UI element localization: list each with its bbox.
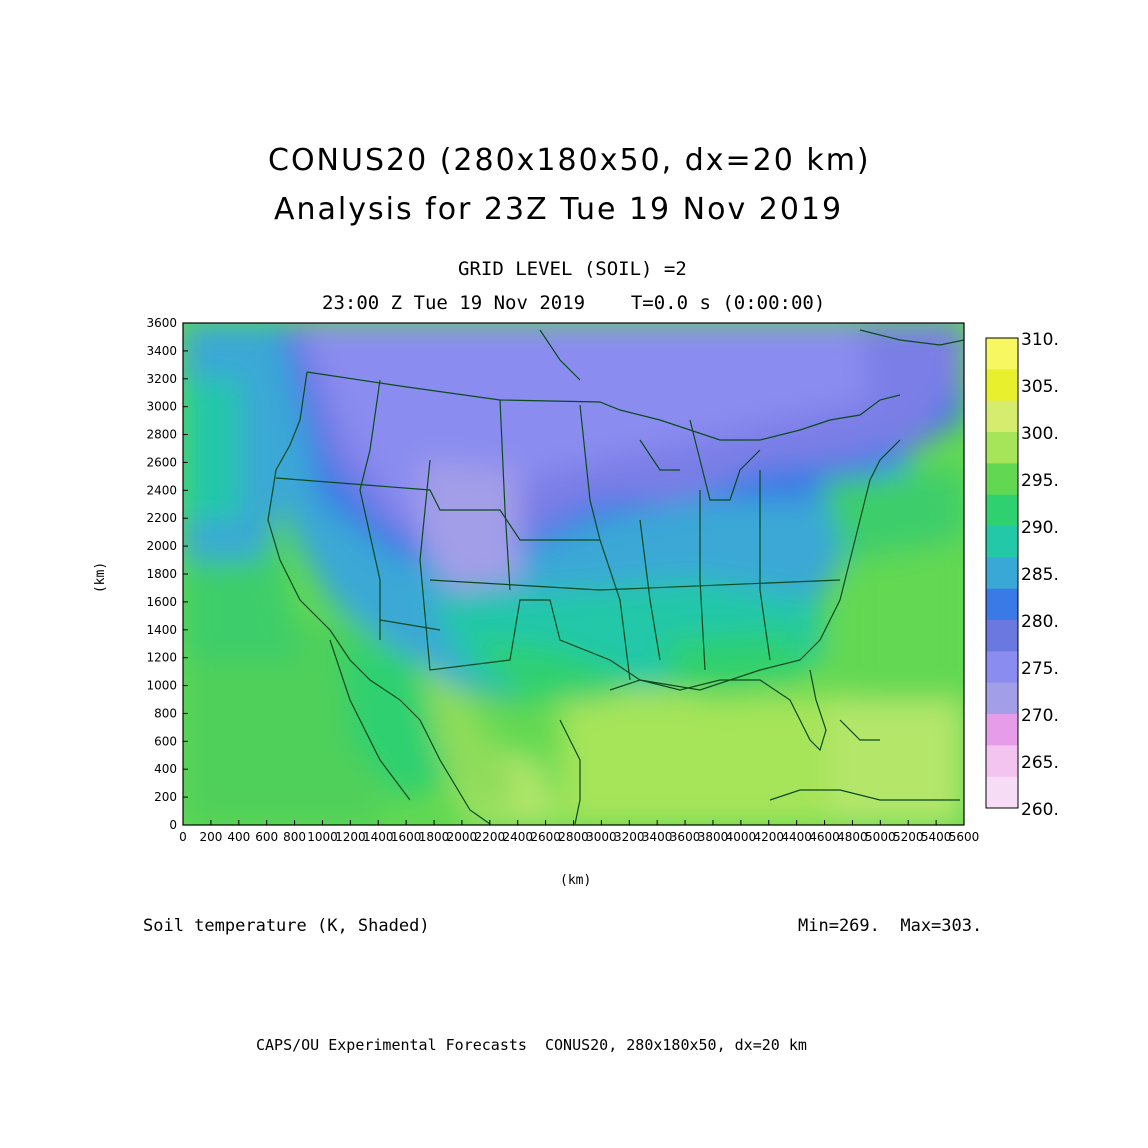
- x-tick-label: 4400: [781, 830, 812, 844]
- colorbar-swatch: [986, 651, 1018, 684]
- colorbar-swatch: [986, 588, 1018, 621]
- y-tick-label: 2600: [146, 455, 177, 469]
- min-max-label: Min=269. Max=303.: [798, 916, 983, 936]
- x-tick-label: 4200: [753, 830, 784, 844]
- y-tick-label: 3400: [146, 344, 177, 358]
- x-tick-label: 1200: [335, 830, 366, 844]
- colorbar-swatch: [986, 682, 1018, 715]
- x-tick-label: 1000: [307, 830, 338, 844]
- x-tick-label: 3400: [642, 830, 673, 844]
- colorbar-label: 260.: [1021, 800, 1059, 820]
- valid-time-label: 23:00 Z Tue 19 Nov 2019 T=0.0 s (0:00:00…: [322, 292, 826, 314]
- colorbar-swatch: [986, 432, 1018, 464]
- x-tick-label: 2000: [447, 830, 478, 844]
- colorbar-swatch: [986, 745, 1018, 778]
- x-tick-label: 5200: [893, 830, 924, 844]
- title-line-2: Analysis for 23Z Tue 19 Nov 2019: [274, 192, 844, 227]
- x-tick-label: 3800: [698, 830, 729, 844]
- x-tick-label: 5000: [865, 830, 896, 844]
- x-tick-label: 1400: [363, 830, 394, 844]
- x-tick-label: 4600: [809, 830, 840, 844]
- y-tick-label: 0: [169, 818, 177, 832]
- colorbar-swatch: [986, 369, 1018, 402]
- y-tick-label: 1400: [146, 623, 177, 637]
- y-tick-label: 2400: [146, 483, 177, 497]
- y-tick-label: 3600: [146, 316, 177, 330]
- y-tick-label: 200: [154, 790, 177, 804]
- footer-credit: CAPS/OU Experimental Forecasts CONUS20, …: [256, 1036, 807, 1054]
- axis-ticks: 0 200 400 600 800 100012001400160018002000220…: [146, 316, 979, 844]
- colorbar-label: 265.: [1021, 753, 1059, 773]
- colorbar-swatch: [986, 714, 1018, 746]
- soil-temperature-field: [183, 323, 964, 825]
- state-and-coastlines: [267, 329, 964, 825]
- colorbar-label: 295.: [1021, 471, 1059, 491]
- field-label: Soil temperature (K, Shaded): [143, 916, 430, 936]
- x-tick-label: 600: [255, 830, 278, 844]
- y-axis-label: (km): [93, 561, 109, 594]
- colorbar-swatch: [986, 526, 1018, 558]
- x-tick-label: 2400: [502, 830, 533, 844]
- x-tick-label: 400: [227, 830, 250, 844]
- x-tick-label: 800: [283, 830, 306, 844]
- title-line-1: CONUS20 (280x180x50, dx=20 km): [268, 143, 871, 178]
- x-tick-label: 4800: [837, 830, 868, 844]
- y-tick-label: 400: [154, 762, 177, 776]
- colorbar: 310. 305. 300. 295. 290. 285. 280. 275. 270. 265.…: [985, 330, 1059, 820]
- colorbar-label: 300.: [1021, 424, 1059, 444]
- y-tick-label: 3000: [146, 400, 177, 414]
- colorbar-label: 280.: [1021, 612, 1059, 632]
- x-tick-label: 1800: [419, 830, 450, 844]
- colorbar-swatch: [986, 494, 1018, 527]
- y-tick-label: 2000: [146, 539, 177, 553]
- x-tick-label: 2600: [530, 830, 561, 844]
- colorbar-swatch: [986, 338, 1018, 370]
- x-axis-label: (km): [560, 873, 592, 888]
- y-tick-label: 1200: [146, 651, 177, 665]
- x-tick-label: 1600: [391, 830, 422, 844]
- colorbar-frame: [985, 337, 1019, 809]
- colorbar-swatch: [986, 463, 1018, 496]
- x-tick-label: 2800: [558, 830, 589, 844]
- y-tick-label: 1800: [146, 567, 177, 581]
- x-tick-label: 0: [179, 830, 187, 844]
- colorbar-label: 285.: [1021, 565, 1059, 585]
- x-tick-label: 5600: [949, 830, 980, 844]
- colorbar-label: 275.: [1021, 659, 1059, 679]
- x-tick-label: 4000: [726, 830, 757, 844]
- x-tick-label: 3200: [614, 830, 645, 844]
- x-tick-label: 3600: [670, 830, 701, 844]
- y-tick-label: 1600: [146, 595, 177, 609]
- colorbar-label: 290.: [1021, 518, 1059, 538]
- y-tick-label: 2200: [146, 511, 177, 525]
- y-tick-label: 800: [154, 706, 177, 720]
- x-tick-label: 5400: [921, 830, 952, 844]
- x-tick-label: 2200: [475, 830, 506, 844]
- x-tick-label: 200: [199, 830, 222, 844]
- x-tick-label: 3000: [586, 830, 617, 844]
- colorbar-label: 310.: [1021, 330, 1059, 350]
- y-tick-label: 3200: [146, 372, 177, 386]
- y-tick-label: 600: [154, 734, 177, 748]
- grid-level-label: GRID LEVEL (SOIL) =2: [458, 258, 687, 280]
- colorbar-swatch: [986, 620, 1018, 652]
- colorbar-label: 305.: [1021, 377, 1059, 397]
- colorbar-swatch: [986, 776, 1018, 809]
- colorbar-swatch: [986, 557, 1018, 590]
- y-tick-label: 1000: [146, 679, 177, 693]
- colorbar-label: 270.: [1021, 706, 1059, 726]
- y-tick-label: 2800: [146, 428, 177, 442]
- colorbar-swatch: [986, 400, 1018, 433]
